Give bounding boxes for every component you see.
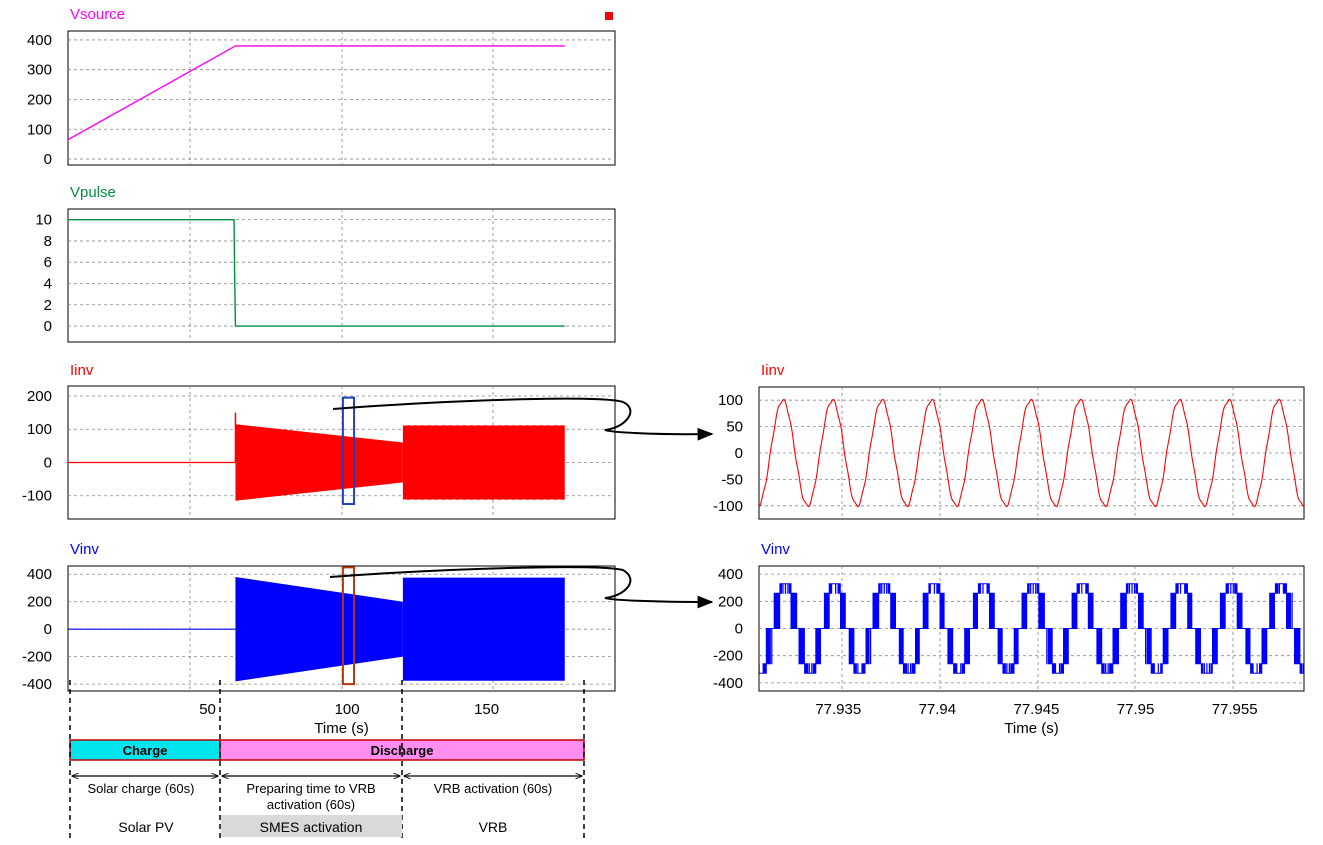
plot-body <box>68 31 615 165</box>
charge-label: Charge <box>123 743 168 758</box>
vinv-zoom-chart: Vinv -400 -200 0 200 400 77.935 77.94 77.945 77.9… <box>713 541 1305 737</box>
series-line <box>68 45 565 141</box>
y-tick-label: 6 <box>44 254 52 271</box>
chart-title: Vsource <box>70 6 125 23</box>
solar-charge-label: Solar charge (60s) <box>88 781 195 796</box>
x-tick-label: 77.955 <box>1212 701 1258 718</box>
plot-body <box>68 386 615 519</box>
chart-title: Iinv <box>761 362 785 379</box>
vrb-activation-label: VRB activation (60s) <box>434 781 553 796</box>
y-tick-label: 0 <box>44 621 52 638</box>
y-tick-label: 200 <box>718 593 743 610</box>
iinv-zoom-chart: Iinv -100 -50 0 50 100 <box>713 362 1305 520</box>
series-envelope <box>235 424 403 501</box>
chart-title: Vinv <box>761 541 790 558</box>
y-tick-label: 300 <box>27 62 52 79</box>
zoom-box <box>341 396 356 506</box>
preparing-label-line2: activation (60s) <box>267 797 355 812</box>
y-tick-label: 100 <box>27 421 52 438</box>
x-tick-label: 77.95 <box>1117 701 1155 718</box>
y-tick-label: 0 <box>735 445 743 462</box>
preparing-label-line1: Preparing time to VRB <box>246 781 375 796</box>
y-tick-label: 100 <box>718 392 743 409</box>
y-tick-label: 2 <box>44 297 52 314</box>
series-envelope <box>235 576 403 682</box>
vpulse-chart: Vpulse 0 2 4 6 8 10 <box>35 184 616 343</box>
vinv-chart: Vinv -400 -200 0 200 400 50 100 150 Time (s) <box>22 541 616 737</box>
series-line <box>68 218 565 327</box>
y-tick-label: 8 <box>44 233 52 250</box>
plot-body <box>68 566 615 691</box>
x-axis-label: Time (s) <box>1004 720 1058 737</box>
vrb-label: VRB <box>479 819 508 835</box>
chart-title: Vpulse <box>70 184 116 201</box>
y-tick-label: -100 <box>22 488 52 505</box>
y-tick-label: -50 <box>721 471 743 488</box>
y-tick-label: 400 <box>27 32 52 49</box>
y-tick-label: 200 <box>27 388 52 405</box>
smes-activation-label: SMES activation <box>260 819 363 835</box>
x-tick-label: 50 <box>199 701 216 718</box>
x-tick-label: 77.945 <box>1014 701 1060 718</box>
plot-body <box>759 566 1304 691</box>
zoom-connector-iinv <box>332 397 714 441</box>
chart-title: Vinv <box>70 541 99 558</box>
zoom-box <box>341 566 356 686</box>
y-tick-label: 4 <box>44 275 52 292</box>
y-tick-label: 0 <box>44 151 52 168</box>
y-tick-label: 0 <box>735 621 743 638</box>
vsource-chart: Vsource 0 100 200 300 400 <box>27 6 616 168</box>
iinv-chart: Iinv -100 0 100 200 <box>22 362 616 520</box>
y-tick-label: 200 <box>27 91 52 108</box>
y-tick-label: 0 <box>44 318 52 335</box>
series-envelope <box>402 425 565 500</box>
y-tick-label: 100 <box>27 121 52 138</box>
legend-marker <box>605 12 613 20</box>
plot-frame <box>67 208 616 343</box>
x-tick-label: 77.94 <box>919 701 957 718</box>
y-tick-label: 50 <box>726 419 743 436</box>
series-line <box>759 398 1304 508</box>
chart-title: Iinv <box>70 362 94 379</box>
discharge-bar <box>219 739 585 761</box>
plot-body <box>68 209 615 342</box>
smes-activation-bg <box>221 815 402 837</box>
y-tick-label: -200 <box>713 648 743 665</box>
y-tick-label: -400 <box>22 676 52 693</box>
y-tick-label: 400 <box>718 566 743 583</box>
y-tick-label: 400 <box>27 566 52 583</box>
x-tick-label: 100 <box>335 701 360 718</box>
solar-pv-label: Solar PV <box>118 819 174 835</box>
y-tick-label: 0 <box>44 454 52 471</box>
y-tick-label: 10 <box>35 212 52 229</box>
y-tick-label: 200 <box>27 594 52 611</box>
series-line <box>759 583 1304 674</box>
x-axis-label: Time (s) <box>314 720 368 737</box>
y-tick-label: -100 <box>713 498 743 515</box>
discharge-label: Discharge <box>371 743 434 758</box>
plot-body <box>759 387 1304 519</box>
phase-section: Charge Discharge Solar charge (60s) Prep… <box>69 680 585 840</box>
plot-frame <box>67 30 616 166</box>
series-envelope <box>402 577 565 681</box>
y-tick-label: -400 <box>713 675 743 692</box>
zoom-connector-vinv <box>329 566 714 609</box>
x-tick-label: 77.935 <box>815 701 861 718</box>
y-tick-label: -200 <box>22 649 52 666</box>
x-tick-label: 150 <box>474 701 499 718</box>
